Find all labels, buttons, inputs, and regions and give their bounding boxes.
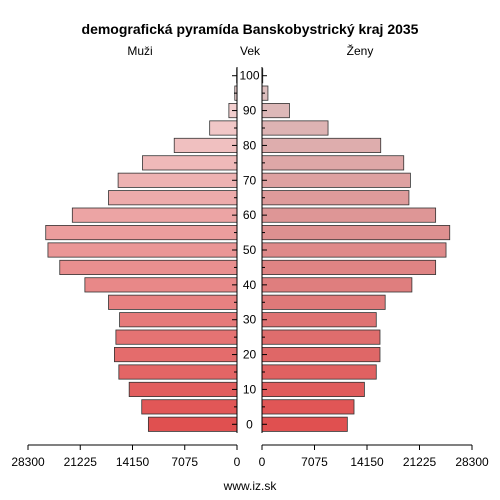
female-bar-age-35 — [261, 294, 386, 310]
male-x-tick-label: 0 — [234, 455, 241, 469]
age-tick-label: 100 — [239, 69, 259, 83]
female-x-tick-label: 21225 — [403, 455, 437, 469]
female-bar-age-0 — [261, 416, 348, 432]
female-bar-age-70 — [261, 172, 411, 188]
male-bar-age-10 — [128, 381, 238, 397]
male-x-tick-label: 7075 — [171, 455, 198, 469]
male-label: Muži — [127, 44, 152, 58]
female-label: Ženy — [347, 43, 374, 58]
male-bar-age-75 — [142, 155, 238, 171]
male-bar-age-25 — [115, 329, 238, 345]
age-tick-label: 10 — [243, 382, 257, 396]
age-axis: 0 10 20 30 40 50 60 70 80 90 100 — [232, 67, 267, 433]
age-tick-label: 70 — [243, 173, 257, 187]
female-bar-age-40 — [261, 277, 413, 293]
female-bar-age-20 — [261, 347, 381, 363]
female-bar-age-30 — [261, 312, 377, 328]
female-bar-age-10 — [261, 381, 365, 397]
female-bar-age-65 — [261, 190, 410, 206]
male-bars — [45, 68, 238, 432]
male-x-axis: 28300 21225 14150 7075 0 — [11, 444, 241, 469]
male-bar-age-30 — [119, 312, 238, 328]
female-bar-age-85 — [261, 120, 329, 136]
chart-title: demografická pyramída Banskobystrický kr… — [82, 21, 419, 37]
age-tick-label: 30 — [243, 313, 257, 327]
female-bar-age-50 — [261, 242, 447, 258]
female-x-tick-label: 0 — [259, 455, 266, 469]
male-bar-age-60 — [71, 207, 238, 223]
female-x-tick-label: 28300 — [455, 455, 489, 469]
female-bar-age-80 — [261, 137, 382, 153]
age-tick-label: 50 — [243, 243, 257, 257]
female-bar-age-15 — [261, 364, 377, 380]
age-label: Vek — [240, 44, 261, 58]
male-bar-age-85 — [209, 120, 238, 136]
male-x-tick-label: 14150 — [116, 455, 150, 469]
footer-source: www.iz.sk — [223, 479, 278, 493]
male-x-tick-label: 28300 — [11, 455, 45, 469]
age-tick-label: 80 — [243, 138, 257, 152]
female-x-axis: 0 7075 14150 21225 28300 — [259, 444, 489, 469]
male-bar-age-65 — [108, 190, 238, 206]
female-x-tick-label: 7075 — [301, 455, 328, 469]
female-bar-age-5 — [261, 399, 355, 415]
male-bar-age-5 — [141, 399, 238, 415]
female-bar-age-25 — [261, 329, 381, 345]
male-bar-age-55 — [45, 225, 238, 241]
female-bar-age-55 — [261, 225, 451, 241]
age-tick-label: 0 — [246, 417, 253, 431]
female-bar-age-60 — [261, 207, 437, 223]
age-tick-label: 40 — [243, 278, 257, 292]
age-tick-label: 90 — [243, 104, 257, 118]
female-bar-age-75 — [261, 155, 405, 171]
male-bar-age-50 — [47, 242, 238, 258]
male-bar-age-0 — [147, 416, 238, 432]
male-bar-age-20 — [114, 347, 238, 363]
age-tick-label: 60 — [243, 208, 257, 222]
male-bar-age-70 — [117, 172, 238, 188]
male-bar-age-40 — [84, 277, 238, 293]
female-bar-age-45 — [261, 259, 437, 275]
female-bars — [261, 68, 451, 432]
male-bar-age-80 — [173, 137, 238, 153]
male-x-tick-label: 21225 — [64, 455, 98, 469]
male-bar-age-15 — [118, 364, 238, 380]
female-x-tick-label: 14150 — [350, 455, 384, 469]
male-bar-age-35 — [108, 294, 238, 310]
male-bar-age-45 — [59, 259, 238, 275]
age-tick-label: 20 — [243, 348, 257, 362]
